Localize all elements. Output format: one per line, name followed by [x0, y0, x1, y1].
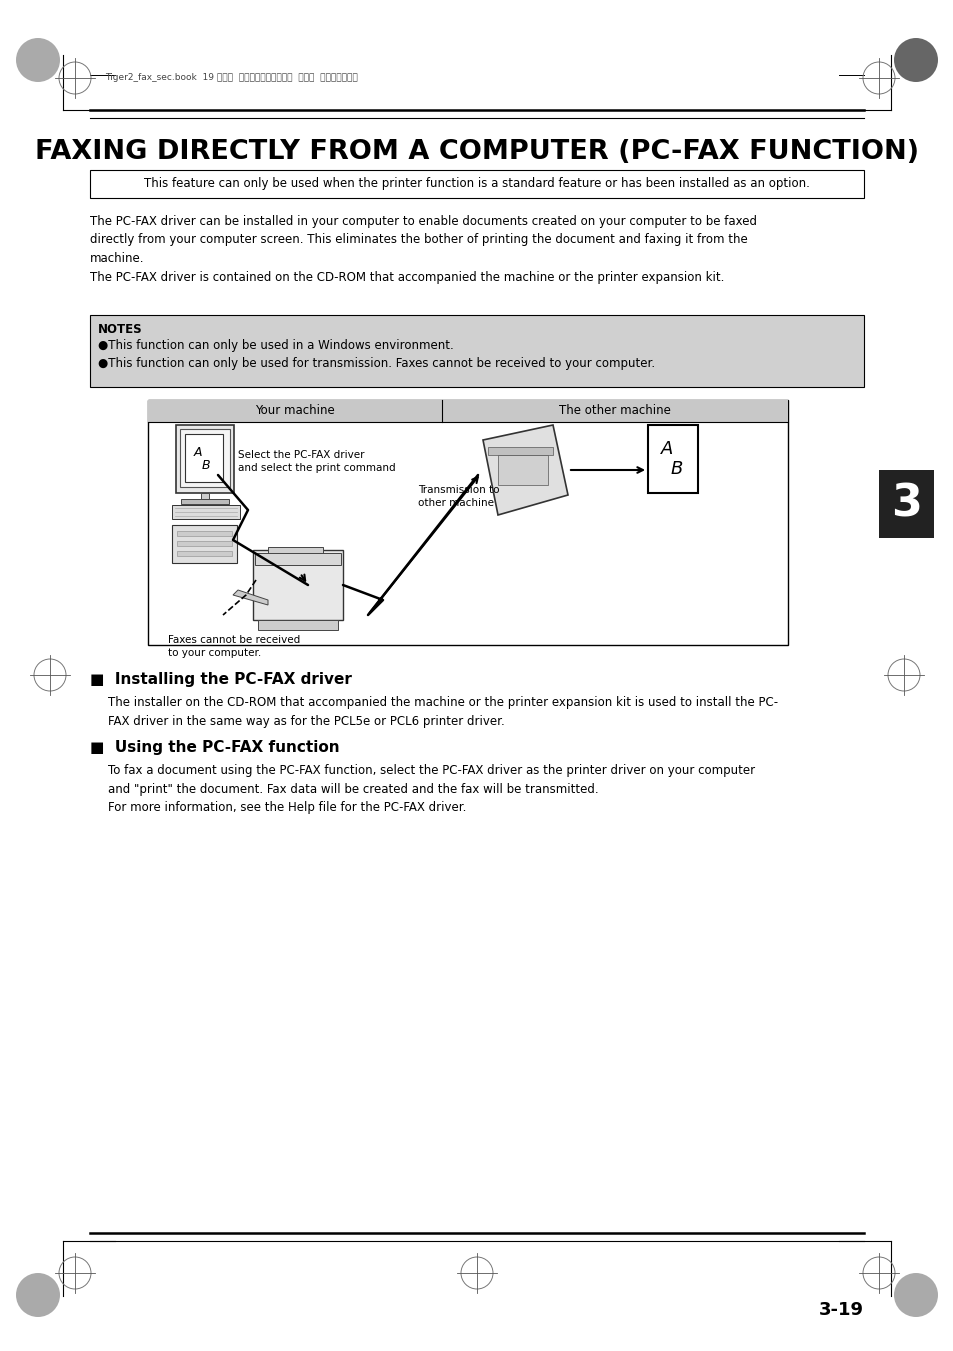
- Text: Select the PC-FAX driver
and select the print command: Select the PC-FAX driver and select the …: [237, 450, 395, 473]
- Circle shape: [893, 38, 937, 82]
- Bar: [878, 470, 933, 538]
- Circle shape: [16, 1273, 60, 1317]
- Circle shape: [16, 38, 60, 82]
- Bar: [180, 430, 230, 486]
- Bar: [201, 493, 209, 499]
- Bar: [177, 551, 232, 557]
- Bar: [177, 540, 232, 546]
- Text: Faxes cannot be received
to your computer.: Faxes cannot be received to your compute…: [168, 635, 300, 658]
- Bar: [257, 620, 337, 630]
- Bar: [148, 400, 787, 644]
- Text: Transmission to
other machine: Transmission to other machine: [417, 485, 499, 508]
- Bar: [185, 434, 223, 482]
- Text: A: A: [660, 440, 673, 458]
- Text: To fax a document using the PC-FAX function, select the PC-FAX driver as the pri: To fax a document using the PC-FAX funct…: [108, 765, 755, 815]
- Text: ■  Using the PC-FAX function: ■ Using the PC-FAX function: [90, 740, 339, 755]
- Bar: [497, 455, 547, 485]
- Bar: [90, 315, 863, 386]
- Text: B: B: [201, 459, 210, 471]
- Text: The installer on the CD-ROM that accompanied the machine or the printer expansio: The installer on the CD-ROM that accompa…: [108, 696, 778, 727]
- Circle shape: [893, 1273, 937, 1317]
- Bar: [172, 526, 236, 563]
- Bar: [254, 553, 340, 565]
- Text: B: B: [670, 461, 682, 478]
- Bar: [253, 550, 343, 620]
- Polygon shape: [482, 426, 567, 515]
- Bar: [175, 426, 233, 493]
- Bar: [148, 400, 787, 422]
- Text: 3: 3: [890, 482, 921, 526]
- Bar: [172, 505, 240, 519]
- Text: This feature can only be used when the printer function is a standard feature or: This feature can only be used when the p…: [144, 177, 809, 190]
- Bar: [90, 170, 863, 199]
- Text: 3-19: 3-19: [818, 1301, 863, 1319]
- Text: NOTES: NOTES: [98, 323, 143, 336]
- Text: ■  Installing the PC-FAX driver: ■ Installing the PC-FAX driver: [90, 671, 352, 688]
- Text: FAXING DIRECTLY FROM A COMPUTER (PC-FAX FUNCTION): FAXING DIRECTLY FROM A COMPUTER (PC-FAX …: [35, 139, 918, 165]
- Polygon shape: [233, 590, 268, 605]
- Text: The other machine: The other machine: [558, 404, 670, 417]
- Text: The PC-FAX driver can be installed in your computer to enable documents created : The PC-FAX driver can be installed in yo…: [90, 215, 757, 284]
- Bar: [268, 547, 323, 555]
- Bar: [647, 426, 698, 493]
- Text: Tiger2_fax_sec.book  19 ページ  ２００４年９月１６日  木曜日  午前８時５３分: Tiger2_fax_sec.book 19 ページ ２００４年９月１６日 木曜…: [105, 73, 357, 81]
- Bar: [177, 531, 232, 536]
- Text: ●This function can only be used for transmission. Faxes cannot be received to yo: ●This function can only be used for tran…: [98, 357, 655, 370]
- Bar: [181, 499, 229, 504]
- Bar: [488, 447, 553, 455]
- Text: Your machine: Your machine: [255, 404, 335, 417]
- Text: A: A: [193, 446, 202, 459]
- Text: ●This function can only be used in a Windows environment.: ●This function can only be used in a Win…: [98, 339, 454, 353]
